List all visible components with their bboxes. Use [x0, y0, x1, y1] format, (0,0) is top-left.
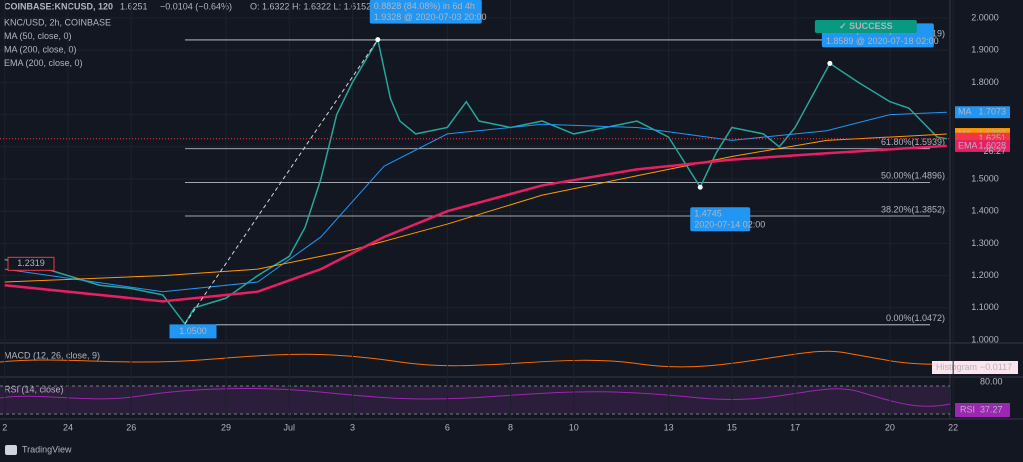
rsi-title: RSI (14, close) — [4, 384, 64, 394]
legend-entry: KNC/USD, 2h, COINBASE — [4, 17, 111, 27]
y-tick-label: 1.8000 — [971, 77, 999, 87]
annotation-point — [827, 60, 833, 66]
fib-label: 50.00%(1.4896) — [881, 171, 945, 181]
price: 1.6251 — [120, 1, 148, 11]
y-tick-label: 1.3000 — [971, 238, 999, 248]
legend-entry: MA (50, close, 0) — [4, 31, 72, 41]
rsi-label: RSI — [960, 404, 975, 414]
level-box — [7, 256, 55, 271]
y-tick-label: 1.0000 — [971, 334, 999, 344]
y-tick-label: 1.9000 — [971, 45, 999, 55]
level-box — [169, 324, 217, 339]
annotation-sub: 2020-07-14 02:00 — [694, 220, 765, 230]
price-box — [955, 106, 1010, 119]
macd-decor — [0, 350, 951, 368]
y-tick-label: 1.1000 — [971, 302, 999, 312]
x-tick-label: 6 — [445, 422, 450, 432]
x-tick-label: 20 — [885, 422, 895, 432]
rsi-level-label: 80.00 — [980, 376, 1003, 386]
macd-title: MACD (12, 26, close, 9) — [4, 350, 100, 360]
x-tick-label: 13 — [664, 422, 674, 432]
x-tick-label: 24 — [63, 422, 73, 432]
x-tick-label: 22 — [948, 422, 958, 432]
countdown: 26:27 — [983, 146, 1006, 156]
series-line — [4, 37, 947, 326]
annotation-point — [375, 37, 381, 43]
brand-logo — [5, 445, 17, 455]
level-label: 1.0500 — [179, 326, 207, 336]
level-label: 1.2319 — [17, 258, 45, 268]
fib-label: 38.20%(1.3852) — [881, 204, 945, 214]
x-tick-label: 2 — [2, 422, 7, 432]
x-tick-label: Jul — [284, 422, 296, 432]
change: −0.0104 (−0.64%) — [160, 1, 232, 11]
price-value: 1.7073 — [978, 107, 1006, 117]
series-line — [4, 144, 947, 303]
annotation-text: 1.4745 — [694, 209, 722, 219]
x-tick-label: 29 — [221, 422, 231, 432]
ohlc: O: 1.6322 H: 1.6322 L: 1.6152 C: 1.6251 — [250, 1, 413, 11]
x-tick-label: 10 — [569, 422, 579, 432]
annotation-sub: 1.9328 @ 2020-07-03 20:00 — [374, 12, 487, 22]
legend-entry: EMA (200, close, 0) — [4, 58, 83, 68]
x-tick-label: 26 — [126, 422, 136, 432]
rsi-value: 37.27 — [980, 404, 1003, 414]
price-tag: MA — [958, 107, 972, 117]
y-tick-label: 1.4000 — [971, 206, 999, 216]
x-tick-label: 15 — [727, 422, 737, 432]
rsi-box — [955, 403, 1010, 417]
annotation-sub: 1.8589 @ 2020-07-18 02:00 — [826, 36, 939, 46]
y-tick-label: 2.0000 — [971, 12, 999, 22]
x-tick-label: 3 — [350, 422, 355, 432]
legend-entry: MA (200, close, 0) — [4, 44, 77, 54]
x-tick-label: 17 — [790, 422, 800, 432]
rsi-band — [0, 386, 950, 414]
trend-line — [184, 39, 379, 325]
annotation-text: 0.8828 (84.08%) in 6d 4h — [374, 1, 475, 11]
price-box — [955, 139, 1010, 152]
fib-label: 0.00%(1.0472) — [886, 313, 945, 323]
status-box — [814, 20, 917, 33]
rsi-decor — [0, 388, 951, 407]
brand: TradingView — [22, 444, 72, 454]
y-tick-label: 1.5000 — [971, 173, 999, 183]
price-value: 1.6251 — [978, 133, 1006, 143]
annotation-box — [369, 0, 482, 24]
price-value: 1.6028 — [978, 140, 1006, 150]
y-tick-label: 1.2000 — [971, 270, 999, 280]
macd-value: −0.0117 — [980, 362, 1012, 372]
x-tick-label: 8 — [508, 422, 513, 432]
macd-label: Histogram — [936, 362, 977, 372]
fib-label: 61.80%(1.5939) — [881, 137, 945, 147]
series-line — [4, 133, 947, 283]
status: ✓ SUCCESS — [839, 21, 893, 31]
annotation-point — [697, 184, 703, 190]
annotation-box — [690, 207, 751, 232]
series-line — [4, 111, 947, 293]
symbol: COINBASE:KNCUSD, 120 — [4, 1, 113, 11]
price-tag: EMA — [958, 140, 978, 150]
